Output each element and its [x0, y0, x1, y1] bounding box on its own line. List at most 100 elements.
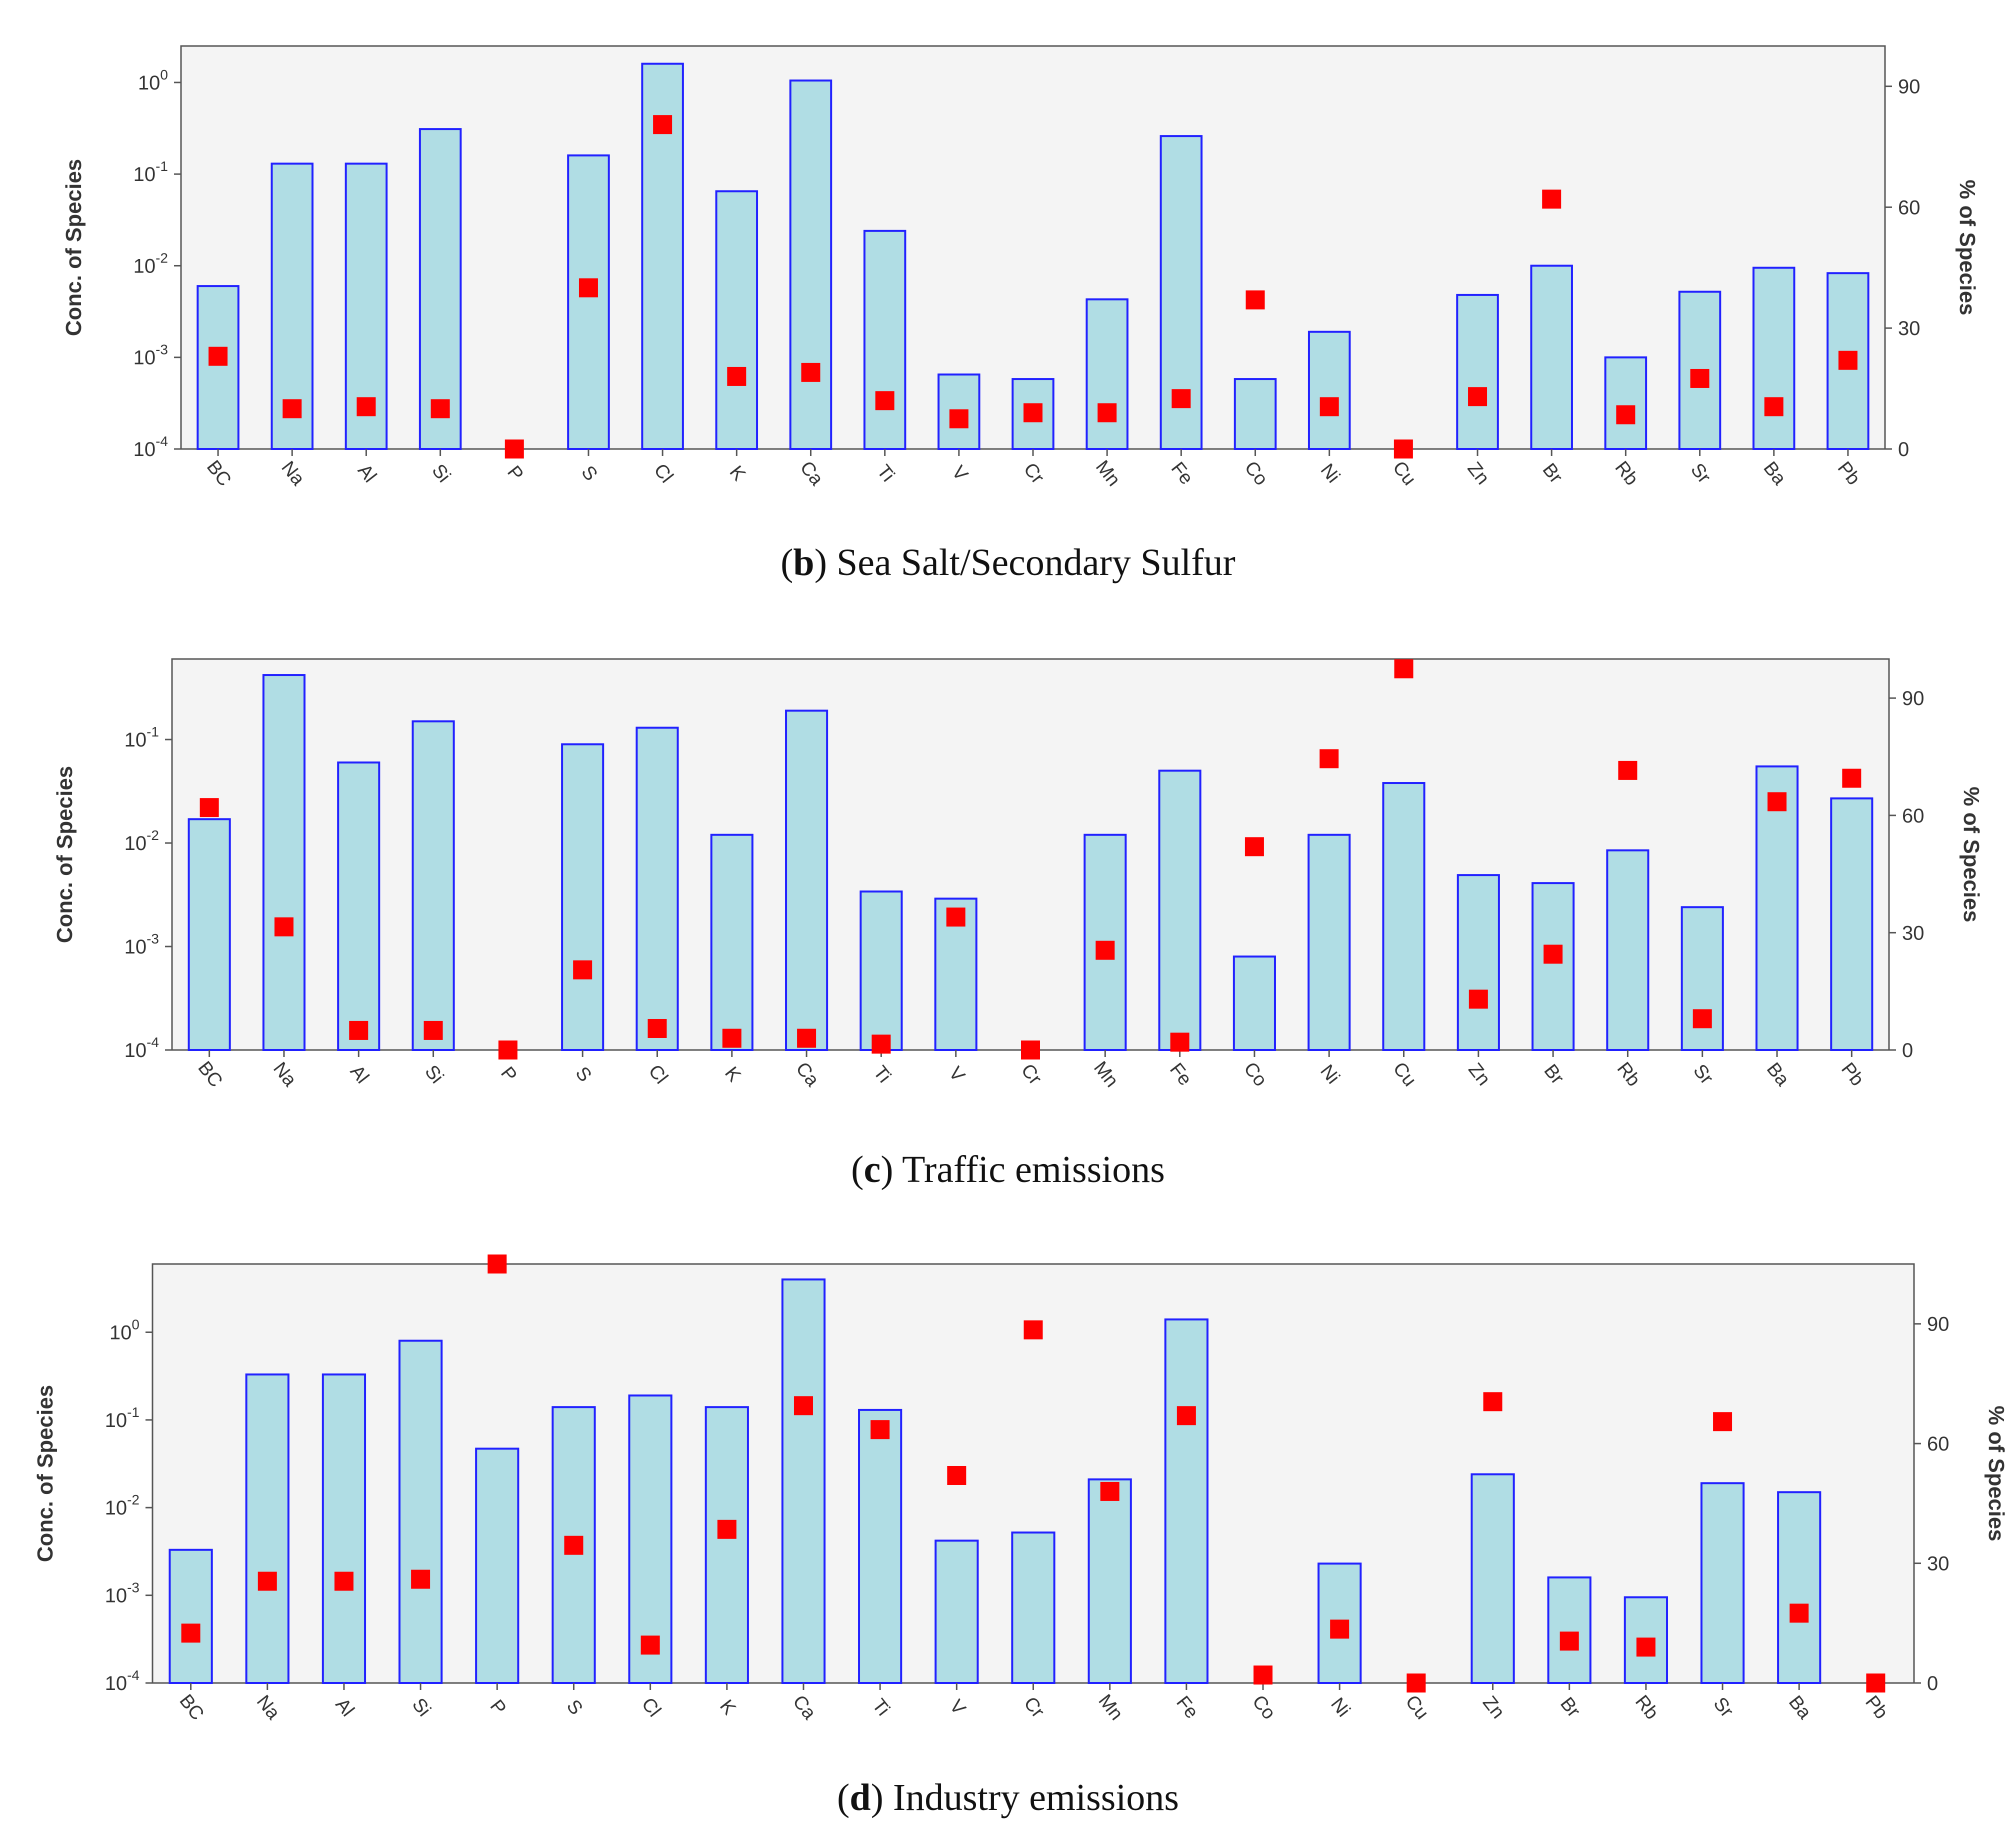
- x-tick-label-Sr: Sr: [1689, 1060, 1718, 1088]
- marker-Zn: [1468, 387, 1488, 406]
- marker-Ti: [875, 391, 894, 410]
- y-tick-label: 10-4: [134, 434, 168, 460]
- x-tick-label-Cr: Cr: [1020, 1693, 1048, 1722]
- y2-tick-label: 0: [1898, 438, 1909, 460]
- marker-Cl: [648, 1018, 667, 1038]
- chart-panel-d: 10-4 10-3 10-2 10-1 100 0 30 60 90 BC Na Al Si P S Cl K C…: [33, 1254, 2008, 1724]
- bar-V: [934, 1540, 979, 1684]
- marker-Sr: [1713, 1412, 1732, 1432]
- y2-tick-label: 0: [1902, 1040, 1913, 1062]
- marker-Zn: [1468, 990, 1488, 1009]
- marker-Ba: [1768, 792, 1787, 812]
- y-tick-label: 100: [110, 1316, 140, 1344]
- caption-b-text: Sea Salt/Secondary Sulfur: [836, 542, 1236, 584]
- marker-Al: [334, 1572, 354, 1591]
- x-tick-label-Al: Al: [354, 460, 380, 486]
- marker-S: [564, 1536, 584, 1555]
- x-tick-label-Ni: Ni: [1316, 460, 1344, 487]
- marker-Cu: [1394, 440, 1413, 458]
- x-tick-label-Ti: Ti: [869, 1062, 895, 1087]
- x-tick-label-BC: BC: [194, 1058, 226, 1091]
- marker-K: [727, 366, 746, 386]
- x-tick-label-K: K: [720, 1063, 745, 1086]
- y2-tick-label: 30: [1902, 922, 1924, 944]
- marker-Ti: [870, 1420, 890, 1440]
- x-tick-label-Ni: Ni: [1316, 1061, 1344, 1088]
- x-tick-label-Ni: Ni: [1326, 1694, 1354, 1721]
- plot-area: [171, 658, 1890, 1051]
- marker-S: [573, 960, 592, 980]
- bar-Cl: [628, 1394, 672, 1684]
- marker-Br: [1544, 944, 1563, 964]
- bar-Co: [1234, 378, 1277, 450]
- x-tick-label-BC: BC: [202, 456, 236, 490]
- marker-Ca: [794, 1396, 813, 1416]
- x-tick-label-Cr: Cr: [1017, 1060, 1046, 1089]
- x-tick-label-Ba: Ba: [1759, 458, 1790, 490]
- caption-d-text: Industry emissions: [893, 1776, 1179, 1818]
- x-tick-label-Cu: Cu: [1389, 1058, 1420, 1090]
- x-tick-label-Na: Na: [252, 1692, 284, 1724]
- bar-Br: [1532, 882, 1575, 1052]
- marker-Cu: [1406, 1674, 1426, 1692]
- marker-Br: [1542, 190, 1562, 209]
- x-tick-label-Ca: Ca: [788, 1692, 820, 1724]
- y-axis-label: Conc. of Species: [52, 766, 77, 944]
- marker-Pb: [1842, 768, 1862, 788]
- bar-K: [704, 1406, 749, 1684]
- bar-K: [710, 834, 754, 1051]
- x-tick-label-Si: Si: [408, 1694, 435, 1720]
- marker-Cl: [640, 1636, 660, 1655]
- marker-Mn: [1096, 940, 1115, 960]
- caption-c: (c) Traffic emissions: [851, 1148, 1165, 1190]
- x-tick-label-Fe: Fe: [1167, 458, 1197, 488]
- marker-Rb: [1636, 1638, 1656, 1657]
- marker-Na: [282, 399, 302, 418]
- x-tick-label-Al: Al: [346, 1062, 373, 1088]
- marker-Co: [1246, 290, 1265, 310]
- bar-Mn: [1086, 298, 1128, 450]
- marker-Pb: [1866, 1674, 1886, 1692]
- x-tick-label-Pb: Pb: [1837, 1059, 1868, 1090]
- bar-BC: [196, 285, 240, 450]
- marker-Ni: [1320, 749, 1339, 768]
- y-tick-label: 10-4: [105, 1668, 140, 1694]
- bar-Ca: [781, 1278, 826, 1684]
- x-tick-label-Si: Si: [420, 1062, 448, 1088]
- bar-Ni: [1308, 330, 1351, 450]
- marker-Ca: [801, 362, 820, 382]
- x-tick-label-K: K: [716, 1696, 740, 1719]
- x-tick-label-Br: Br: [1540, 1060, 1568, 1088]
- marker-Mn: [1098, 403, 1117, 422]
- y2-axis-label: % of Species: [1955, 180, 1980, 315]
- bar-Pb: [1830, 797, 1874, 1051]
- marker-Na: [274, 917, 294, 936]
- y2-tick-label: 60: [1902, 805, 1924, 827]
- bar-Ba: [1752, 266, 1796, 450]
- marker-Ti: [872, 1034, 891, 1054]
- y2-axis-label: % of Species: [1959, 786, 1984, 922]
- bar-P: [475, 1448, 520, 1684]
- bar-Mn: [1084, 834, 1127, 1051]
- x-tick-label-Mn: Mn: [1092, 456, 1124, 490]
- x-tick-label-Na: Na: [277, 458, 309, 490]
- x-tick-label-P: P: [496, 1063, 521, 1086]
- y2-tick-label: 90: [1902, 688, 1924, 710]
- caption-c-letter: c: [864, 1148, 880, 1190]
- x-tick-label-Br: Br: [1538, 460, 1567, 488]
- x-tick-label-P: P: [503, 462, 528, 485]
- y-tick-label: 10-1: [124, 724, 159, 751]
- y2-tick-label: 90: [1898, 76, 1920, 98]
- bar-Sr: [1700, 1482, 1745, 1684]
- marker-Cr: [1021, 1040, 1040, 1060]
- marker-V: [947, 1466, 966, 1485]
- y-axis-label: Conc. of Species: [62, 159, 86, 336]
- bar-Br: [1530, 264, 1573, 450]
- caption-d: (d) Industry emissions: [837, 1776, 1179, 1818]
- marker-Co: [1254, 1666, 1273, 1685]
- bar-Fe: [1158, 770, 1202, 1051]
- x-tick-label-Rb: Rb: [1610, 458, 1642, 490]
- bar-Ti: [858, 1408, 902, 1684]
- bar-Ti: [860, 890, 903, 1052]
- bar-Al: [322, 1373, 366, 1684]
